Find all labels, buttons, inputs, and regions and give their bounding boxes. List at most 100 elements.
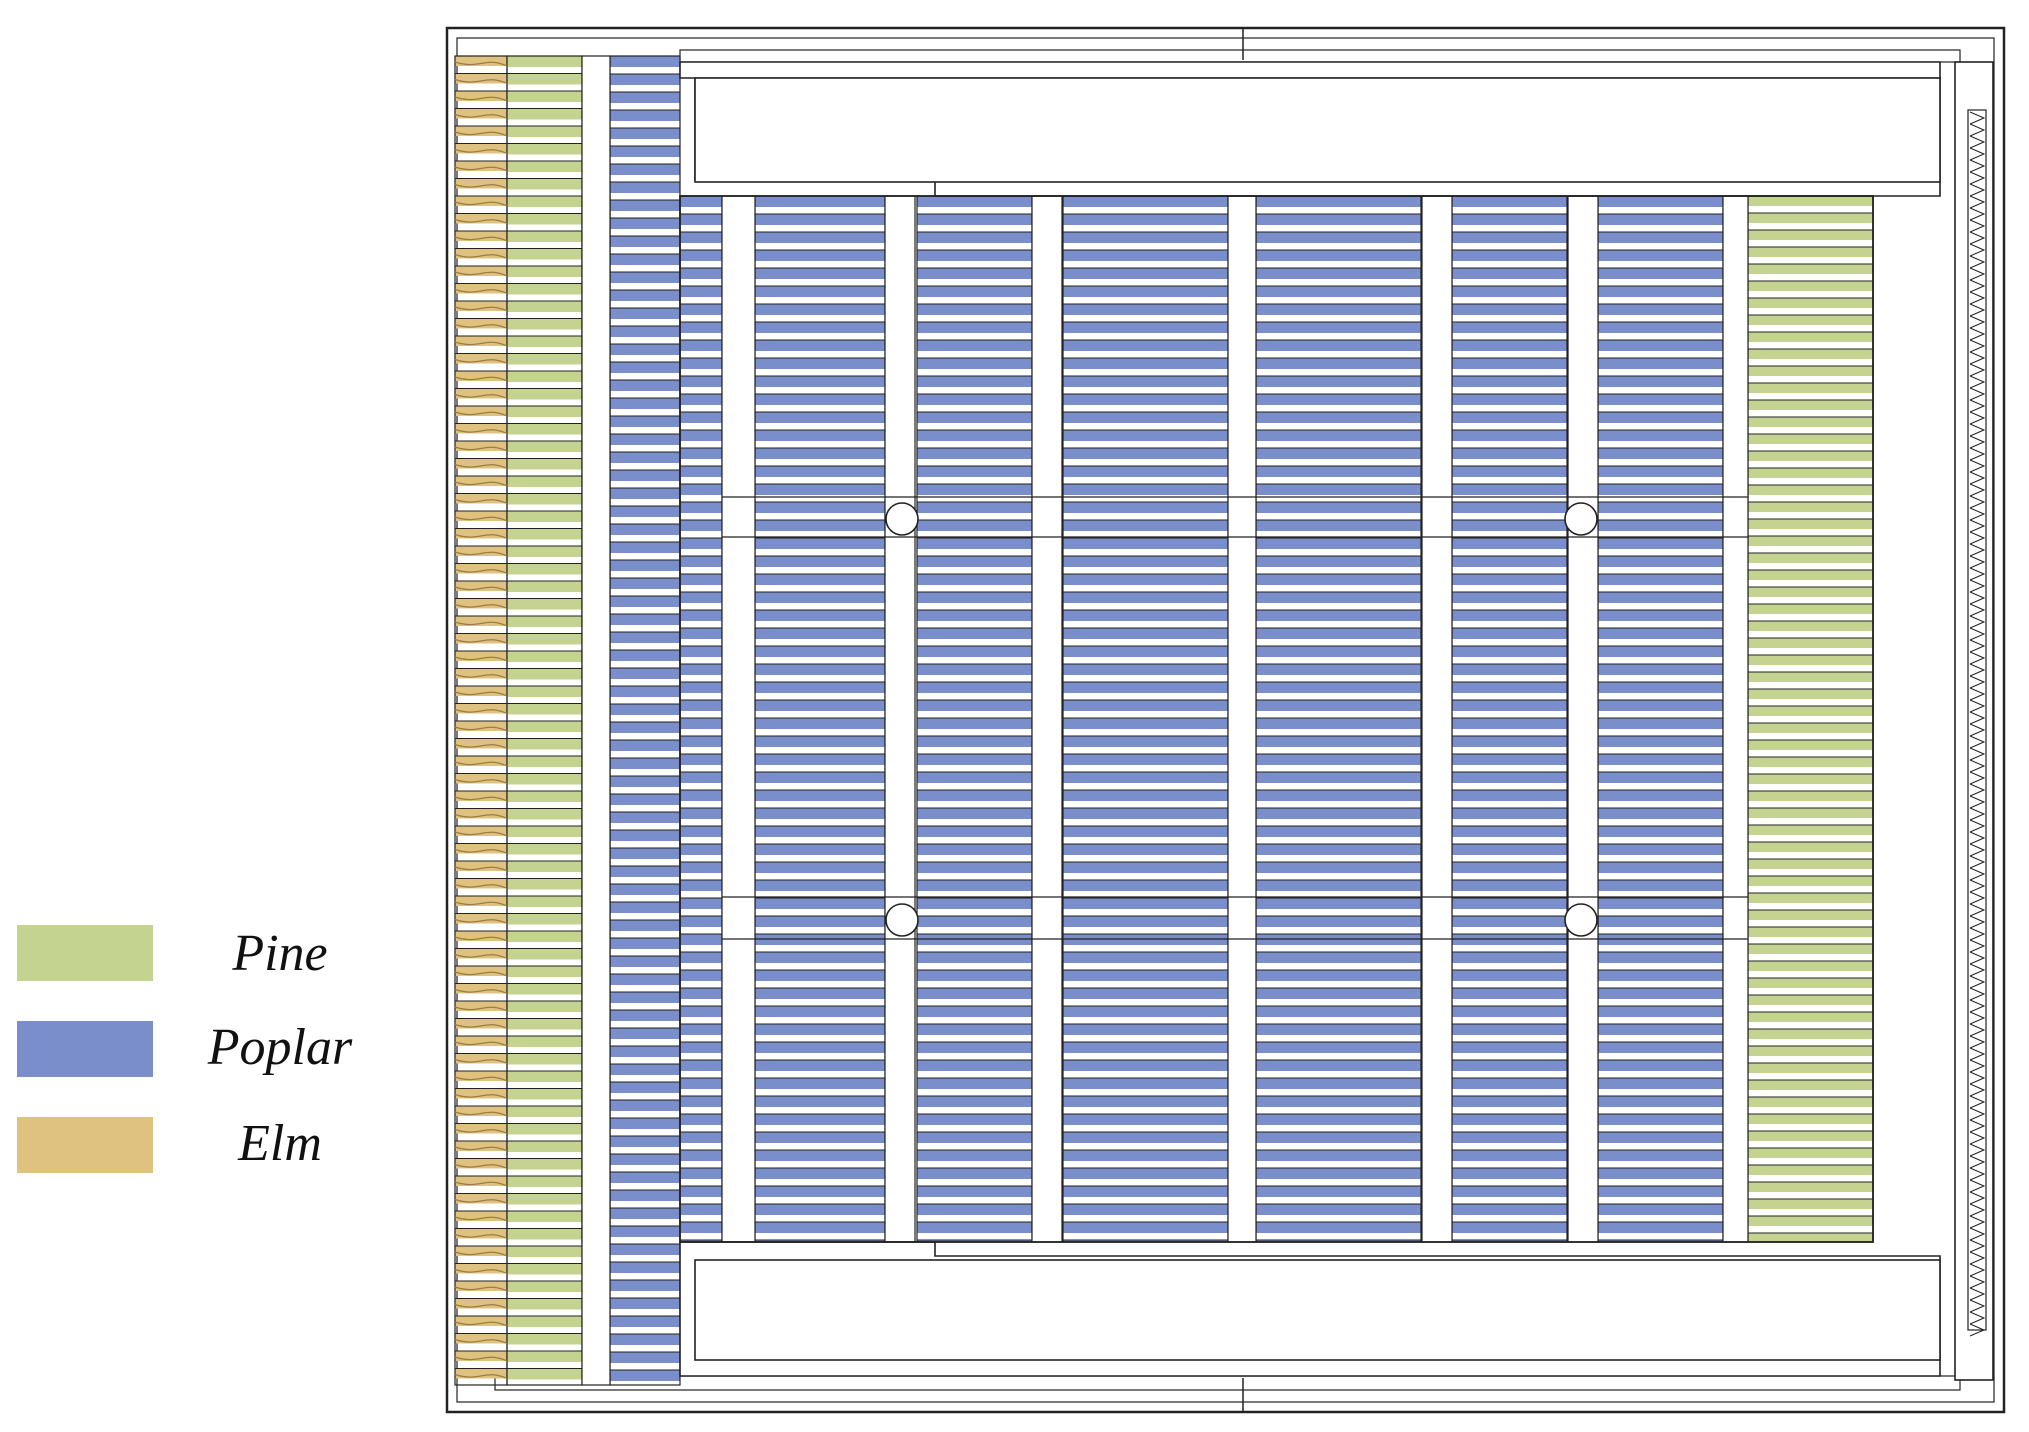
pine-column-right-stripe <box>1748 451 1873 461</box>
lattice-zigzag <box>1969 627 1986 641</box>
poplar-col-g-stripe <box>1598 358 1723 369</box>
pine-column-left-stripe <box>507 913 582 925</box>
poplar-col-d-stripe <box>1063 1060 1228 1071</box>
poplar-col-a-stripe <box>680 448 722 459</box>
poplar-col-d-stripe <box>1063 1204 1228 1215</box>
poplar-col-c-stripe <box>917 1204 1032 1215</box>
lattice-zigzag <box>1969 147 1986 161</box>
elm-grain <box>454 1093 508 1100</box>
pine-column-left-stripe <box>507 581 582 592</box>
lattice-zigzag <box>1969 339 1986 353</box>
poplar-col-e-stripe <box>1256 214 1421 225</box>
elm-column-stripe <box>455 161 507 171</box>
poplar-col-g-stripe <box>1598 682 1723 693</box>
poplar-column-left-stripe <box>610 1352 680 1363</box>
poplar-col-a-stripe <box>680 1132 722 1143</box>
pine-column-left-stripe <box>507 108 582 120</box>
poplar-col-c-stripe <box>917 862 1032 873</box>
poplar-col-f-stripe <box>1452 1042 1567 1053</box>
poplar-col-f-stripe <box>1452 250 1567 261</box>
poplar-col-c-stripe <box>917 808 1032 819</box>
pine-column-right-stripe <box>1748 400 1873 410</box>
poplar-col-e-stripe <box>1256 880 1421 891</box>
poplar-col-c-stripe <box>917 718 1032 729</box>
poplar-col-d-stripe <box>1063 1006 1228 1017</box>
pine-column-right-stripe <box>1748 502 1873 512</box>
pine-column-right-stripe <box>1748 196 1873 206</box>
poplar-col-b-stripe <box>755 628 885 639</box>
poplar-col-a-stripe <box>680 718 722 729</box>
poplar-column-left-stripe <box>610 686 680 697</box>
poplar-col-c-stripe <box>917 1240 1032 1242</box>
elm-grain <box>454 1076 508 1082</box>
pine-column-left-stripe <box>507 861 582 872</box>
poplar-col-d-stripe <box>1063 412 1228 423</box>
pine-column-right-stripe <box>1748 825 1873 835</box>
elm-grain <box>454 236 508 242</box>
legend-label-poplar: Poplar <box>207 1019 353 1076</box>
poplar-col-f-stripe <box>1452 808 1567 819</box>
poplar-col-d-stripe <box>1063 1042 1228 1053</box>
poplar-col-c-stripe <box>917 1006 1032 1017</box>
lattice-zigzag <box>1969 663 1986 677</box>
poplar-col-a-stripe <box>680 610 722 621</box>
poplar-col-f-stripe <box>1452 448 1567 459</box>
poplar-col-a-stripe <box>680 862 722 873</box>
lattice-zigzag <box>1969 567 1986 581</box>
poplar-col-d-stripe <box>1063 916 1228 927</box>
poplar-col-f-stripe <box>1452 340 1567 351</box>
poplar-col-a-stripe <box>680 682 722 693</box>
poplar-col-d-stripe <box>1063 358 1228 369</box>
poplar-col-f-stripe <box>1452 790 1567 801</box>
poplar-col-a-stripe <box>680 790 722 801</box>
poplar-column-left-stripe <box>610 1190 680 1201</box>
poplar-col-e-stripe <box>1256 916 1421 927</box>
elm-column-stripe <box>455 546 507 556</box>
elm-column-stripe <box>455 423 507 434</box>
poplar-column-left-stripe <box>610 1172 680 1183</box>
poplar-col-e-stripe <box>1256 700 1421 711</box>
poplar-col-a-stripe <box>680 772 722 783</box>
pine-column-right-stripe <box>1748 740 1873 750</box>
poplar-col-g-stripe <box>1598 268 1723 279</box>
poplar-col-g-stripe <box>1598 736 1723 747</box>
poplar-col-e-stripe <box>1256 322 1421 333</box>
walkway-7 <box>1722 195 1749 1243</box>
poplar-col-b-stripe <box>755 916 885 927</box>
elm-grain <box>454 1146 508 1152</box>
wall-layer <box>581 55 1994 1386</box>
poplar-col-f-stripe <box>1452 754 1567 765</box>
lattice-zigzag <box>1969 687 1986 701</box>
elm-column-stripe <box>455 283 507 294</box>
poplar-column-left-stripe <box>610 884 680 895</box>
elm-column <box>454 55 508 1386</box>
poplar-column-left-stripe <box>610 1262 680 1273</box>
poplar-col-d-stripe <box>1063 772 1228 783</box>
poplar-col-b-stripe <box>755 682 885 693</box>
pine-column-left-stripe <box>507 301 582 312</box>
pine-column-left-stripe <box>507 476 582 487</box>
poplar-column-left-stripe <box>610 1028 680 1039</box>
poplar-column-left-stripe <box>610 380 680 391</box>
pine-column-right-stripe <box>1748 366 1873 376</box>
poplar-col-b-stripe <box>755 970 885 981</box>
poplar-col-c-stripe <box>917 250 1032 261</box>
poplar-col-d-stripe <box>1063 682 1228 693</box>
pine-column-left-stripe <box>507 1316 582 1327</box>
poplar-col-e-stripe <box>1256 1204 1421 1215</box>
poplar-col-f-stripe <box>1452 700 1567 711</box>
lattice-zigzag <box>1969 747 1986 761</box>
poplar-col-e-stripe <box>1256 250 1421 261</box>
poplar-column-left-stripe <box>610 524 680 535</box>
lattice-zigzag <box>1969 315 1986 329</box>
lattice-zigzag <box>1969 579 1986 593</box>
poplar-col-a-stripe <box>680 826 722 837</box>
poplar-column-left-stripe <box>610 920 680 931</box>
lattice-zigzag <box>1969 963 1986 977</box>
poplar-col-e-stripe <box>1256 808 1421 819</box>
poplar-col-c-stripe <box>917 1222 1032 1233</box>
pine-column-left-stripe <box>507 91 582 102</box>
pine-column-right-stripe <box>1748 1182 1873 1192</box>
poplar-col-g-stripe <box>1598 340 1723 351</box>
